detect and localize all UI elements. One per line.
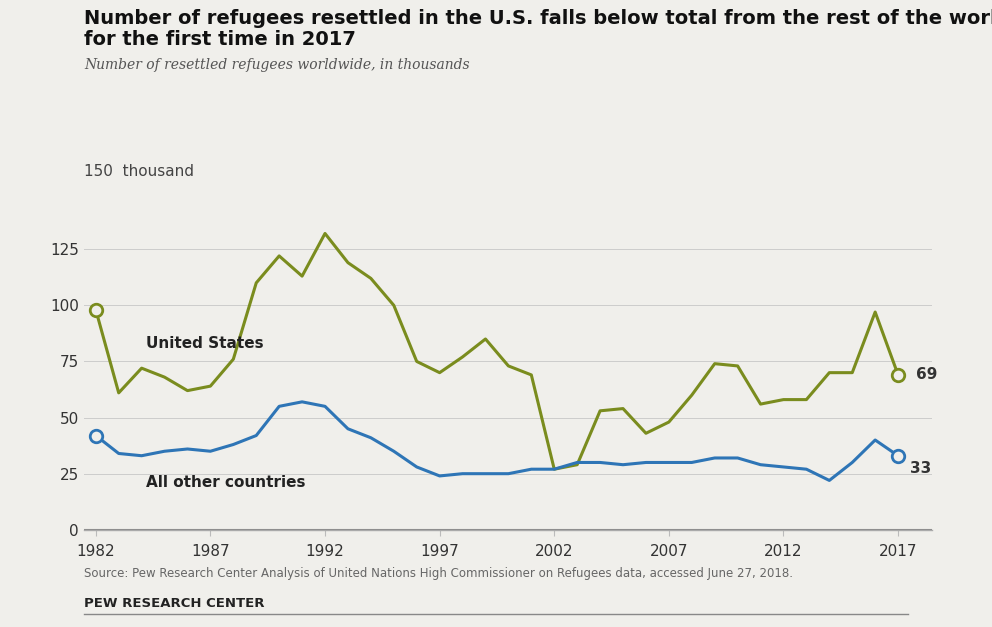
Text: Source: Pew Research Center Analysis of United Nations High Commissioner on Refu: Source: Pew Research Center Analysis of … <box>84 567 794 581</box>
Text: Number of resettled refugees worldwide, in thousands: Number of resettled refugees worldwide, … <box>84 58 470 71</box>
Text: 33: 33 <box>910 461 930 475</box>
Text: for the first time in 2017: for the first time in 2017 <box>84 30 356 49</box>
Text: Number of refugees resettled in the U.S. falls below total from the rest of the : Number of refugees resettled in the U.S.… <box>84 9 992 28</box>
Text: 69: 69 <box>917 367 937 382</box>
Text: All other countries: All other countries <box>146 475 306 490</box>
Text: 150  thousand: 150 thousand <box>84 164 194 179</box>
Text: United States: United States <box>146 336 264 351</box>
Text: PEW RESEARCH CENTER: PEW RESEARCH CENTER <box>84 597 265 610</box>
